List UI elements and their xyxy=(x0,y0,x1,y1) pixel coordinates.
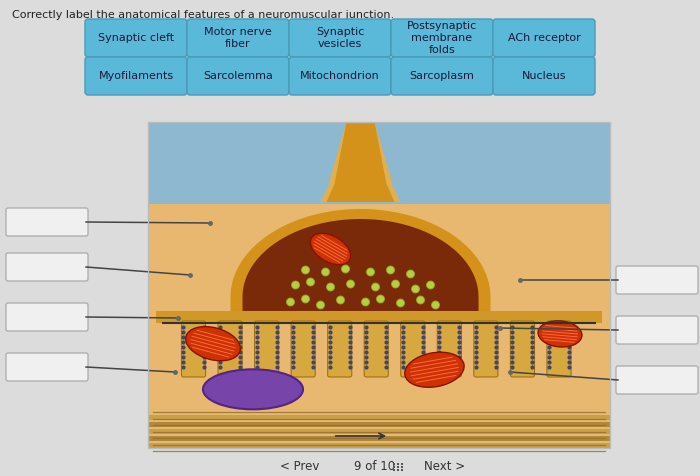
FancyBboxPatch shape xyxy=(438,321,461,377)
Text: Myofilaments: Myofilaments xyxy=(99,71,174,81)
Ellipse shape xyxy=(337,296,344,304)
FancyBboxPatch shape xyxy=(187,19,289,57)
Bar xyxy=(401,469,403,471)
FancyBboxPatch shape xyxy=(289,19,391,57)
FancyBboxPatch shape xyxy=(85,19,187,57)
Text: Next >: Next > xyxy=(424,459,466,473)
FancyBboxPatch shape xyxy=(328,321,352,377)
Bar xyxy=(148,122,610,259)
FancyBboxPatch shape xyxy=(401,321,425,377)
Ellipse shape xyxy=(291,281,300,289)
Bar xyxy=(397,463,399,465)
Ellipse shape xyxy=(372,283,379,291)
FancyBboxPatch shape xyxy=(291,321,315,377)
Ellipse shape xyxy=(342,265,349,273)
Bar xyxy=(393,463,395,465)
Ellipse shape xyxy=(391,280,400,288)
Ellipse shape xyxy=(377,295,384,303)
Ellipse shape xyxy=(412,285,419,293)
Polygon shape xyxy=(326,184,395,202)
Ellipse shape xyxy=(538,321,582,347)
FancyBboxPatch shape xyxy=(391,19,493,57)
Ellipse shape xyxy=(326,283,335,291)
Text: Sarcolemma: Sarcolemma xyxy=(203,71,273,81)
Ellipse shape xyxy=(186,327,240,361)
Ellipse shape xyxy=(310,233,351,265)
Ellipse shape xyxy=(286,298,295,306)
Bar xyxy=(156,311,602,323)
FancyBboxPatch shape xyxy=(6,208,88,236)
Text: Correctly label the anatomical features of a neuromuscular junction.: Correctly label the anatomical features … xyxy=(12,10,394,20)
Bar xyxy=(148,429,610,435)
Bar xyxy=(401,466,403,468)
FancyBboxPatch shape xyxy=(547,321,571,377)
FancyBboxPatch shape xyxy=(6,253,88,281)
Bar xyxy=(148,204,610,448)
Ellipse shape xyxy=(346,280,354,288)
FancyBboxPatch shape xyxy=(474,321,498,377)
Ellipse shape xyxy=(405,352,464,387)
Text: Synaptic
vesicles: Synaptic vesicles xyxy=(316,27,364,49)
Bar xyxy=(393,466,395,468)
Text: < Prev: < Prev xyxy=(280,459,320,473)
Text: Mitochondrion: Mitochondrion xyxy=(300,71,380,81)
FancyBboxPatch shape xyxy=(364,321,388,377)
Bar xyxy=(148,422,610,427)
Polygon shape xyxy=(230,209,491,313)
Text: ACh receptor: ACh receptor xyxy=(508,33,580,43)
Ellipse shape xyxy=(367,268,374,276)
Ellipse shape xyxy=(426,281,435,289)
Polygon shape xyxy=(335,122,386,184)
FancyBboxPatch shape xyxy=(493,19,595,57)
Bar xyxy=(148,444,610,448)
Polygon shape xyxy=(242,219,479,311)
Ellipse shape xyxy=(307,278,314,286)
Ellipse shape xyxy=(386,266,395,274)
Bar xyxy=(397,469,399,471)
FancyBboxPatch shape xyxy=(218,321,242,377)
Ellipse shape xyxy=(321,268,330,276)
FancyBboxPatch shape xyxy=(85,57,187,95)
FancyBboxPatch shape xyxy=(493,57,595,95)
FancyBboxPatch shape xyxy=(289,57,391,95)
Ellipse shape xyxy=(416,296,424,304)
Ellipse shape xyxy=(302,295,309,303)
Ellipse shape xyxy=(302,266,309,274)
Text: Postsynaptic
membrane
folds: Postsynaptic membrane folds xyxy=(407,21,477,55)
Ellipse shape xyxy=(407,270,414,278)
FancyBboxPatch shape xyxy=(6,353,88,381)
FancyBboxPatch shape xyxy=(616,316,698,344)
Ellipse shape xyxy=(431,301,440,309)
Ellipse shape xyxy=(396,299,405,307)
Bar xyxy=(401,463,403,465)
Polygon shape xyxy=(321,184,400,202)
Ellipse shape xyxy=(361,298,370,306)
Polygon shape xyxy=(328,122,393,184)
Ellipse shape xyxy=(203,369,303,409)
FancyBboxPatch shape xyxy=(255,321,279,377)
Ellipse shape xyxy=(316,301,325,309)
FancyBboxPatch shape xyxy=(391,57,493,95)
FancyBboxPatch shape xyxy=(6,303,88,331)
Text: Synaptic cleft: Synaptic cleft xyxy=(98,33,174,43)
Text: Sarcoplasm: Sarcoplasm xyxy=(410,71,475,81)
Bar xyxy=(397,466,399,468)
Text: Motor nerve
fiber: Motor nerve fiber xyxy=(204,27,272,49)
Bar xyxy=(148,416,610,420)
Text: 9 of 10: 9 of 10 xyxy=(354,459,395,473)
FancyBboxPatch shape xyxy=(187,57,289,95)
FancyBboxPatch shape xyxy=(616,366,698,394)
FancyBboxPatch shape xyxy=(181,321,206,377)
Bar xyxy=(148,436,610,441)
FancyBboxPatch shape xyxy=(616,266,698,294)
Bar xyxy=(393,469,395,471)
FancyBboxPatch shape xyxy=(510,321,535,377)
Text: Nucleus: Nucleus xyxy=(522,71,566,81)
